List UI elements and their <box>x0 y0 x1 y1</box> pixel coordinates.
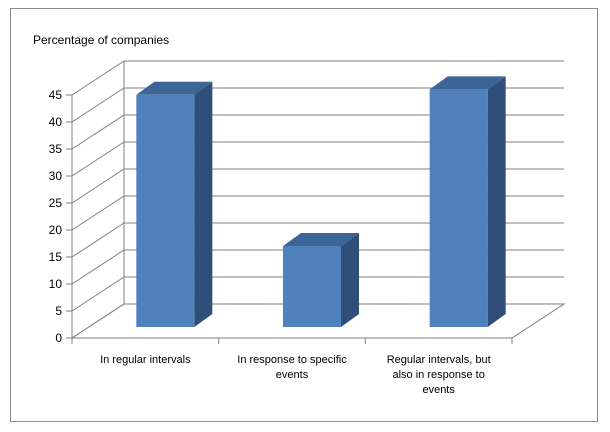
bar-side <box>341 233 359 327</box>
gridline-diagonal <box>71 195 125 231</box>
x-category-label: In response to specific <box>237 354 347 366</box>
y-tick-label: 45 <box>49 88 63 102</box>
y-tick-label: 15 <box>49 250 63 264</box>
bar-top <box>136 81 213 95</box>
gridline-diagonal <box>71 222 125 258</box>
gridline-diagonal <box>71 249 125 285</box>
x-category-label: also in response to <box>392 369 484 381</box>
gridline-diagonal <box>71 303 125 339</box>
y-tick-label: 20 <box>49 223 63 237</box>
y-tick-label: 10 <box>49 277 63 291</box>
gridline-diagonal <box>71 276 125 312</box>
gridline-diagonal <box>71 114 125 150</box>
gridline-diagonal <box>71 60 125 96</box>
bar <box>283 246 341 327</box>
bar-top <box>283 233 359 246</box>
bar-side <box>194 81 213 327</box>
bar <box>429 89 488 328</box>
bar-side <box>487 76 506 328</box>
y-tick-label: 30 <box>49 169 63 183</box>
x-category-label: Regular intervals, but <box>387 354 491 366</box>
y-tick-label: 35 <box>49 142 63 156</box>
y-tick-label: 25 <box>49 196 63 210</box>
x-category-label: events <box>276 369 309 381</box>
gridline-diagonal <box>71 141 125 177</box>
y-tick-label: 5 <box>55 304 62 318</box>
x-category-label: In regular intervals <box>100 354 191 366</box>
gridline-diagonal <box>71 87 125 123</box>
bar-top <box>429 76 506 90</box>
gridline-diagonal <box>71 168 125 204</box>
y-tick-label: 0 <box>55 331 62 345</box>
x-category-label: events <box>422 384 455 396</box>
y-tick-label: 40 <box>49 115 63 129</box>
bar <box>136 94 195 327</box>
chart-title: Percentage of companies <box>33 33 170 47</box>
